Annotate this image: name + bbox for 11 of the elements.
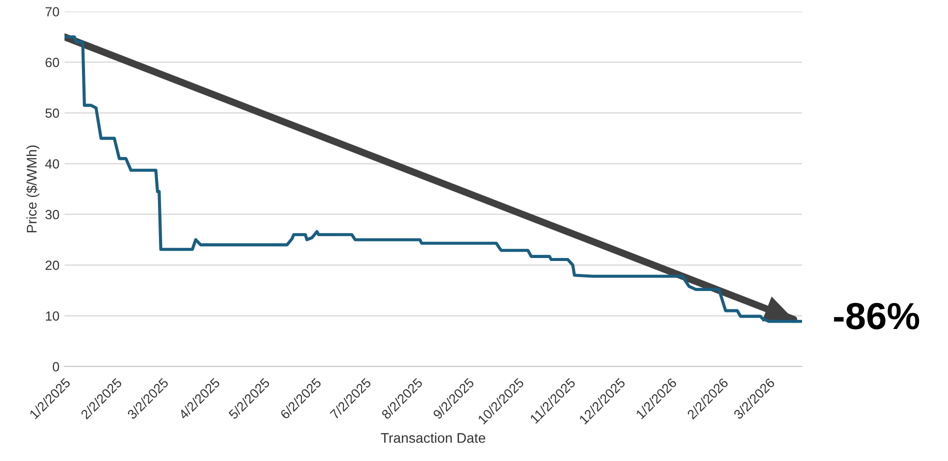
- y-tick-label: 60: [46, 58, 60, 68]
- y-tick-label: 70: [46, 7, 60, 16]
- y-tick-label: 30: [45, 210, 60, 220]
- y-tick-label: 20: [46, 260, 60, 270]
- x-axis-title: Transaction Date: [380, 432, 486, 443]
- y-tick-label: 40: [45, 159, 60, 169]
- annotation: -86%: [834, 302, 920, 330]
- y-tick-label: 10: [46, 311, 60, 321]
- y-tick-label: 0: [52, 362, 60, 372]
- y-axis-title: Price ($/WMh): [26, 146, 40, 232]
- y-tick-label: 50: [45, 108, 60, 118]
